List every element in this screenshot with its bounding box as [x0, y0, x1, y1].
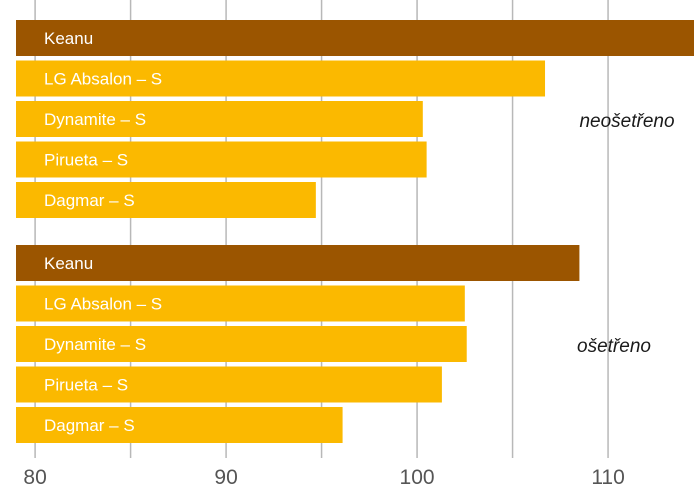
bar: [16, 326, 467, 362]
bar-label: Pirueta – S: [44, 376, 128, 395]
group-label: neošetřeno: [579, 111, 674, 132]
bar-label: Dagmar – S: [44, 191, 135, 210]
x-tick-label: 80: [23, 466, 46, 488]
bar: [16, 101, 423, 137]
bar-label: Dynamite – S: [44, 110, 146, 129]
bar-label: LG Absalon – S: [44, 70, 162, 89]
bar: [16, 20, 694, 56]
bar-label: Keanu: [44, 254, 93, 273]
bar: [16, 60, 546, 97]
bar-label: LG Absalon – S: [44, 295, 162, 314]
bar-label: Keanu: [44, 29, 93, 48]
bar: [16, 407, 343, 443]
x-axis-ticks: 80 90 100 110: [23, 466, 624, 488]
bar: [16, 182, 316, 218]
bar: [16, 245, 580, 281]
bar-label: Dynamite – S: [44, 335, 146, 354]
bar: [16, 141, 427, 178]
group-labels: neošetřeno ošetřeno: [577, 111, 675, 357]
x-tick-label: 110: [591, 466, 624, 488]
bars: Keanu LG Absalon – S Dynamite – S Pirueta –…: [16, 20, 694, 443]
bar: [16, 366, 442, 403]
x-tick-label: 100: [400, 466, 435, 488]
group-label: ošetřeno: [577, 336, 651, 357]
x-tick-label: 90: [214, 466, 237, 488]
bar: [16, 285, 465, 322]
bar-label: Dagmar – S: [44, 416, 135, 435]
bar-label: Pirueta – S: [44, 151, 128, 170]
